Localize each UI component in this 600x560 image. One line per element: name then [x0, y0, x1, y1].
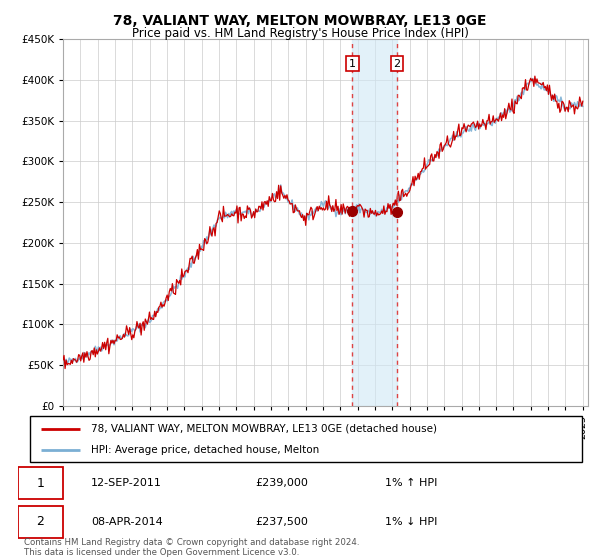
Bar	[352, 39, 397, 406]
Text: 08-APR-2014: 08-APR-2014	[91, 517, 163, 527]
Text: 2: 2	[37, 515, 44, 529]
Text: Price paid vs. HM Land Registry's House Price Index (HPI): Price paid vs. HM Land Registry's House …	[131, 27, 469, 40]
FancyBboxPatch shape	[30, 416, 582, 462]
Text: HPI: Average price, detached house, Melton: HPI: Average price, detached house, Melt…	[91, 445, 319, 455]
Text: 1% ↑ HPI: 1% ↑ HPI	[385, 478, 437, 488]
FancyBboxPatch shape	[18, 506, 63, 538]
FancyBboxPatch shape	[18, 467, 63, 499]
Text: 2: 2	[394, 59, 400, 69]
Text: 12-SEP-2011: 12-SEP-2011	[91, 478, 162, 488]
Text: 1% ↓ HPI: 1% ↓ HPI	[385, 517, 437, 527]
Text: 78, VALIANT WAY, MELTON MOWBRAY, LE13 0GE (detached house): 78, VALIANT WAY, MELTON MOWBRAY, LE13 0G…	[91, 423, 437, 433]
Text: £237,500: £237,500	[255, 517, 308, 527]
Text: £239,000: £239,000	[255, 478, 308, 488]
Text: Contains HM Land Registry data © Crown copyright and database right 2024.
This d: Contains HM Land Registry data © Crown c…	[24, 538, 359, 557]
Text: 1: 1	[349, 59, 356, 69]
Text: 1: 1	[37, 477, 44, 489]
Text: 78, VALIANT WAY, MELTON MOWBRAY, LE13 0GE: 78, VALIANT WAY, MELTON MOWBRAY, LE13 0G…	[113, 14, 487, 28]
